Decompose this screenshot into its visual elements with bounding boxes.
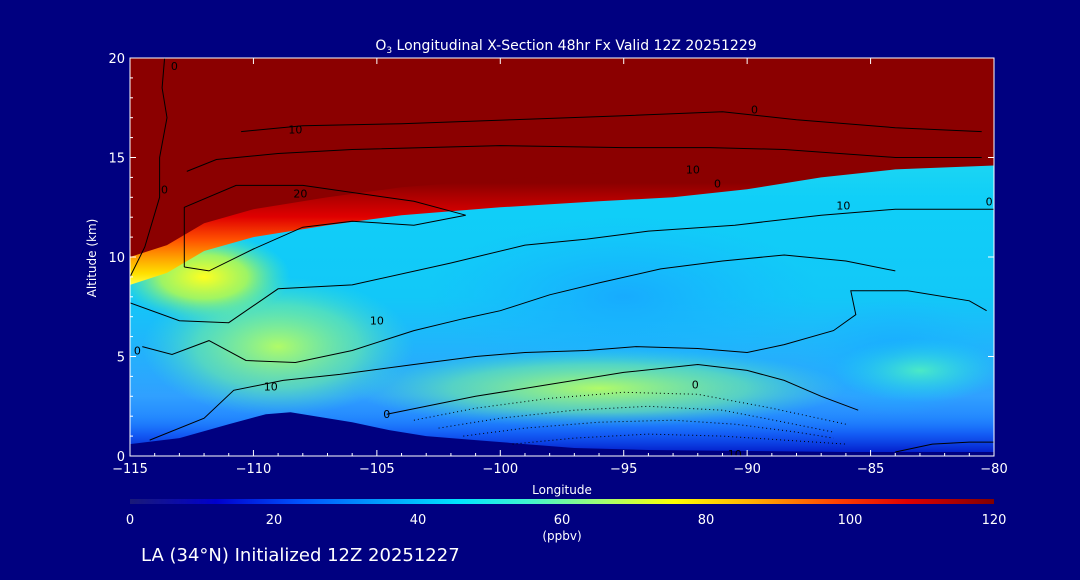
contour-label: 20 — [293, 187, 307, 200]
contour-label: 0 — [161, 183, 168, 196]
x-tick-label: −105 — [359, 462, 395, 477]
contour-label: 0 — [134, 345, 141, 358]
colorbar-tick-label: 40 — [410, 513, 427, 528]
contour-label: 10 — [686, 163, 700, 176]
contour-label: 0 — [692, 378, 699, 391]
low-ozone-region — [426, 217, 822, 377]
contour-line — [186, 145, 982, 172]
colorbar-unit-label: (ppbv) — [542, 529, 581, 543]
colorbar-tick-label: 100 — [838, 513, 863, 528]
y-tick-label: 15 — [108, 152, 125, 167]
elevated-ozone-region — [352, 348, 846, 429]
elevated-ozone-region — [833, 338, 994, 403]
colorbar-tick-label: 20 — [266, 513, 283, 528]
contour-line — [386, 363, 859, 415]
colorbar-tick-labels: 0 20 40 60 80 100 120 — [126, 513, 1007, 528]
x-tick-label: −85 — [857, 462, 884, 477]
contour-line — [130, 208, 994, 324]
y-tick-label: 10 — [108, 251, 125, 266]
contour-line — [149, 290, 987, 441]
contour-label: 0 — [751, 104, 758, 117]
x-axis: −115 −110 −105 −100 −95 −90 −85 −80 — [112, 58, 1008, 477]
colorbar-tick-label: 0 — [126, 513, 134, 528]
contour-line — [142, 254, 896, 364]
contour-label: 10 — [288, 124, 302, 137]
contour-labels: 0 0 10 0 20 10 0 10 0 10 0 10 0 0 10 — [134, 60, 993, 461]
contour-line — [130, 58, 168, 278]
stratosphere-core — [130, 58, 994, 257]
x-tick-label: −80 — [980, 462, 1007, 477]
ozone-concentration-field — [130, 58, 994, 456]
x-tick-label: −110 — [236, 462, 272, 477]
terrain — [130, 412, 994, 456]
colorbar-tick-label: 80 — [698, 513, 715, 528]
colorbar — [130, 499, 994, 504]
x-tick-label: −90 — [733, 462, 760, 477]
x-tick-label: −95 — [610, 462, 637, 477]
contour-line — [241, 111, 982, 133]
contour-label: 10 — [836, 199, 850, 212]
y-tick-label: 0 — [117, 450, 125, 465]
contour-label: 10 — [264, 380, 278, 393]
contour-label: 0 — [383, 408, 390, 421]
x-tick-label: −115 — [112, 462, 148, 477]
colorbar-tick-label: 60 — [554, 513, 571, 528]
chart-title: O3 Longitudinal X-Section 48hr Fx Valid … — [375, 38, 756, 56]
chart-title-prefix: O — [375, 38, 386, 54]
colorbar-tick-label: 120 — [982, 513, 1007, 528]
footer-label: LA (34°N) Initialized 12Z 20251227 — [141, 545, 460, 566]
y-tick-label: 20 — [108, 52, 125, 67]
contour-line — [183, 184, 466, 272]
contour-label: 0 — [986, 195, 993, 208]
contour-label: 0 — [171, 60, 178, 73]
x-axis-label: Longitude — [532, 483, 592, 497]
contour-label: 0 — [714, 177, 721, 190]
contour-label: 10 — [370, 315, 384, 328]
contour-lines — [130, 58, 994, 453]
negative-contour-line — [438, 405, 834, 433]
chart-title-subscript: 3 — [386, 46, 392, 56]
contour-line — [895, 441, 994, 453]
contour-label: 10 — [728, 448, 742, 461]
chart-title-suffix: Longitudinal X-Section 48hr Fx Valid 12Z… — [392, 38, 757, 54]
y-axis-label: Altitude (km) — [85, 219, 99, 298]
y-tick-label: 5 — [117, 351, 125, 366]
x-tick-label: −100 — [482, 462, 518, 477]
